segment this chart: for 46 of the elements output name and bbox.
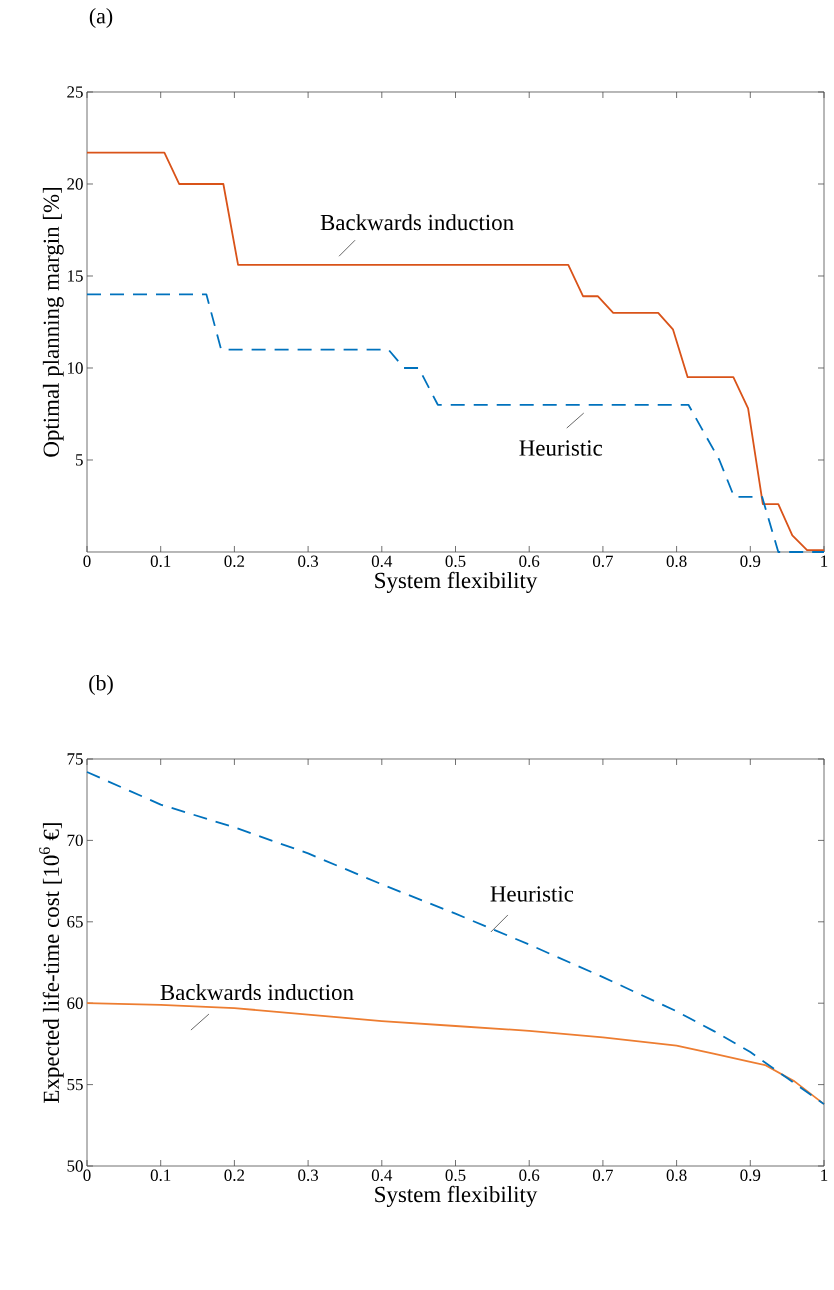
series-label: Backwards induction: [160, 983, 354, 1001]
x-tick-label: 0.7: [592, 1169, 614, 1182]
x-tick-label: 0.6: [519, 1169, 540, 1182]
y-tick-label: 15: [68, 270, 83, 282]
x-tick-label: 0.7: [592, 555, 614, 568]
chart-title: (a): [89, 8, 113, 28]
y-tick-label: 5: [76, 454, 83, 466]
x-tick-label: 0.3: [298, 555, 319, 568]
x-tick-label: 0.9: [740, 555, 761, 568]
y-tick-label: 25: [67, 86, 83, 98]
y-axis-title: Expected life-time cost [10$^{6}$ €]: [39, 823, 64, 1103]
line-series: [86, 151, 825, 552]
y-tick-label: 50: [67, 1160, 83, 1172]
y-tick-label: 70: [67, 834, 83, 847]
x-tick-label: 0.5: [445, 555, 466, 568]
series-label: Backwards induction: [320, 214, 514, 231]
y-tick-label: 65: [67, 916, 83, 928]
x-tick-label: 0: [83, 1169, 91, 1181]
x-tick-label: 0.8: [666, 1169, 687, 1182]
y-axis-title: Optimal planning margin [%]: [42, 188, 64, 457]
x-tick-label: 0.9: [740, 1169, 761, 1182]
x-tick-label: 0.6: [519, 555, 540, 568]
x-tick-label: 0.2: [224, 1169, 245, 1182]
x-tick-label: 0.3: [298, 1169, 319, 1182]
line-series: [86, 771, 825, 1106]
x-axis-title: System flexibility: [375, 571, 538, 593]
y-tick-label: 75: [67, 753, 83, 765]
x-tick-label: 0.1: [150, 1169, 171, 1182]
x-tick-label: 0.2: [224, 555, 245, 568]
y-tick-label: 55: [67, 1078, 83, 1091]
x-tick-label: 0.4: [371, 555, 393, 568]
chart-title: (b): [89, 675, 113, 695]
y-tick-label: 10: [68, 362, 83, 374]
x-tick-label: 0.1: [150, 555, 171, 568]
x-tick-label: 1: [821, 1169, 828, 1181]
x-tick-label: 0.4: [371, 1169, 393, 1182]
y-tick-label: 20: [67, 178, 83, 190]
series-label: Heuristic: [490, 886, 574, 902]
y-tick-label: 60: [67, 997, 83, 1009]
x-tick-label: 0: [83, 555, 91, 567]
series-label: Heuristic: [519, 440, 603, 456]
x-axis-title: System flexibility: [375, 1185, 538, 1207]
line-series: [86, 293, 825, 553]
x-tick-label: 0.8: [666, 555, 687, 568]
x-tick-label: 0.5: [445, 1169, 466, 1182]
x-tick-label: 1: [821, 555, 828, 567]
